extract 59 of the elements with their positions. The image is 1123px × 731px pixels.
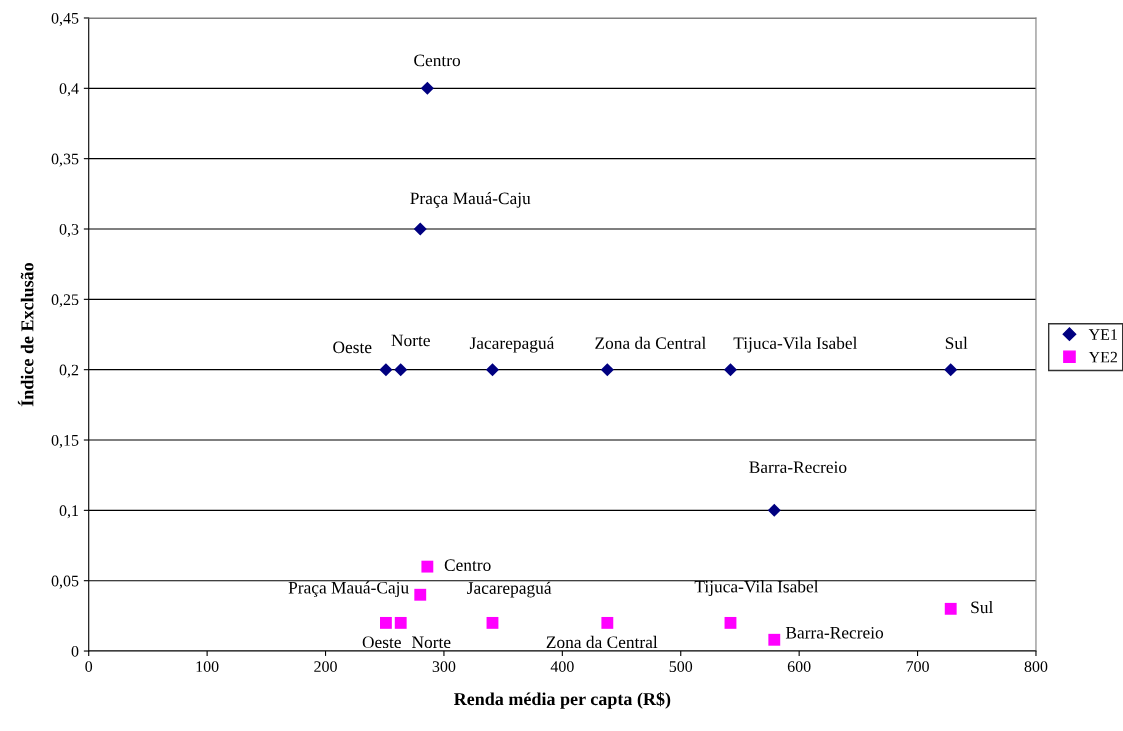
annotation: Oeste xyxy=(333,341,372,354)
annotation: Tijuca-Vila Isabel xyxy=(733,336,858,353)
point xyxy=(379,363,393,377)
x-tick-label: 100 xyxy=(196,661,219,672)
point xyxy=(413,222,427,236)
y-tick-label: 0,15 xyxy=(51,434,79,449)
y-tick-label: 0,1 xyxy=(59,505,79,519)
annotation: Norte xyxy=(412,636,451,649)
annotation: Sul xyxy=(945,336,968,350)
y-tick-label: 0,35 xyxy=(51,153,79,167)
y-tick-label: 0,05 xyxy=(51,575,79,589)
annotation: Sul xyxy=(971,600,993,614)
annotation: Barra-Recreio xyxy=(749,461,847,474)
x-tick-label: 600 xyxy=(787,661,811,672)
annotation: Zona da Central xyxy=(546,635,658,649)
y-tick-label: 0,45 xyxy=(51,12,79,26)
point xyxy=(724,616,737,629)
x-tick-label: 800 xyxy=(1024,661,1048,672)
y-axis-title: Índice de Exclusão xyxy=(17,262,34,407)
legend-label: YE2 xyxy=(1088,351,1118,363)
point xyxy=(600,363,614,377)
legend-label: YE1 xyxy=(1088,329,1117,340)
annotation: Praça Mauá-Caju xyxy=(288,581,409,598)
point xyxy=(379,616,392,629)
point xyxy=(421,560,434,573)
x-axis-title: Renda média per capta (R$) xyxy=(453,691,671,709)
x-tick-label: 400 xyxy=(550,661,574,672)
point xyxy=(768,633,781,646)
y-tick-label: 0,4 xyxy=(59,83,79,97)
annotation: Zona da Central xyxy=(595,336,706,350)
y-tick-label: 0 xyxy=(71,645,79,657)
x-tick-label: 500 xyxy=(669,661,693,672)
point xyxy=(486,616,499,629)
annotation: Centro xyxy=(444,559,491,571)
point xyxy=(944,363,958,377)
point xyxy=(394,616,407,629)
annotation: Jacarepaguá xyxy=(467,581,552,598)
x-tick-label: 300 xyxy=(432,661,456,672)
annotation: Praça Mauá-Caju xyxy=(410,191,531,208)
point xyxy=(394,363,408,377)
annotation: Tijuca-Vila Isabel xyxy=(694,580,819,597)
point xyxy=(485,363,499,377)
x-tick-label: 700 xyxy=(906,661,929,672)
annotation: Oeste xyxy=(362,636,401,649)
x-tick-label: 0 xyxy=(85,661,93,672)
point xyxy=(723,363,737,377)
y-tick-label: 0,3 xyxy=(59,223,79,237)
annotation: Barra-Recreio xyxy=(785,626,884,639)
annotation: Norte xyxy=(391,334,430,347)
x-tick-label: 200 xyxy=(314,661,337,672)
annotation: Centro xyxy=(414,54,461,67)
point xyxy=(944,602,957,615)
point xyxy=(767,503,781,517)
y-tick-label: 0,25 xyxy=(51,294,79,308)
point xyxy=(601,616,614,629)
annotation: Jacarepaguá xyxy=(469,336,555,353)
y-tick-label: 0,2 xyxy=(59,364,79,378)
point xyxy=(420,81,434,95)
point xyxy=(414,588,427,601)
